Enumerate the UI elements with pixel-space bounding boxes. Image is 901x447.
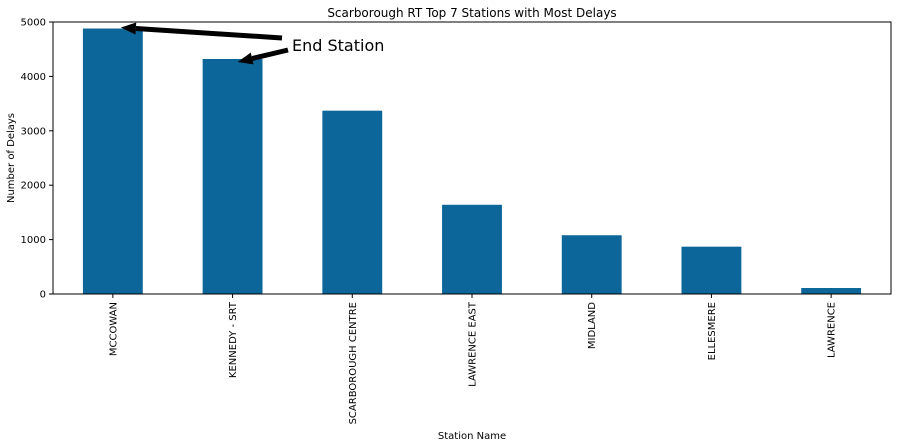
y-tick-label: 2000 [21,181,46,192]
x-tick-label: ELLESMERE [707,302,718,360]
arrow-to-mccowan [120,22,283,41]
y-tick-label: 4000 [21,72,46,83]
x-tick-label: LAWRENCE EAST [468,301,479,387]
x-tick-label: SCARBOROUGH CENTRE [348,302,359,424]
y-axis-label: Number of Delays [6,113,17,203]
bar-lawrence [801,288,862,294]
bar-lawrence-east [442,204,502,294]
bar-midland [561,235,622,294]
bar-kennedy-srt [202,58,263,294]
x-tick-label: LAWRENCE [827,302,838,358]
x-axis-label: Station Name [438,431,506,442]
x-tick-label: MCCOWAN [108,302,119,356]
chart-title: Scarborough RT Top 7 Stations with Most … [327,6,616,20]
y-tick-label: 3000 [21,126,46,137]
bar-ellesmere [681,246,742,294]
y-tick-label: 5000 [21,18,46,29]
y-axis: 0 1000 2000 3000 4000 5000 [21,18,53,301]
bar-mccowan [82,28,143,294]
x-tick-label: MIDLAND [587,302,598,349]
y-tick-label: 1000 [21,235,46,246]
y-tick-label: 0 [40,290,46,301]
x-axis: MCCOWAN KENNEDY - SRT SCARBOROUGH CENTRE LA… [108,294,838,424]
x-tick-label: KENNEDY - SRT [228,301,239,378]
bars-group [82,28,862,294]
arrow-to-kennedy-srt [237,47,289,65]
bar-scarborough-centre [322,110,383,294]
annotation-text: End Station [292,36,384,55]
annotation: End Station [120,22,384,65]
